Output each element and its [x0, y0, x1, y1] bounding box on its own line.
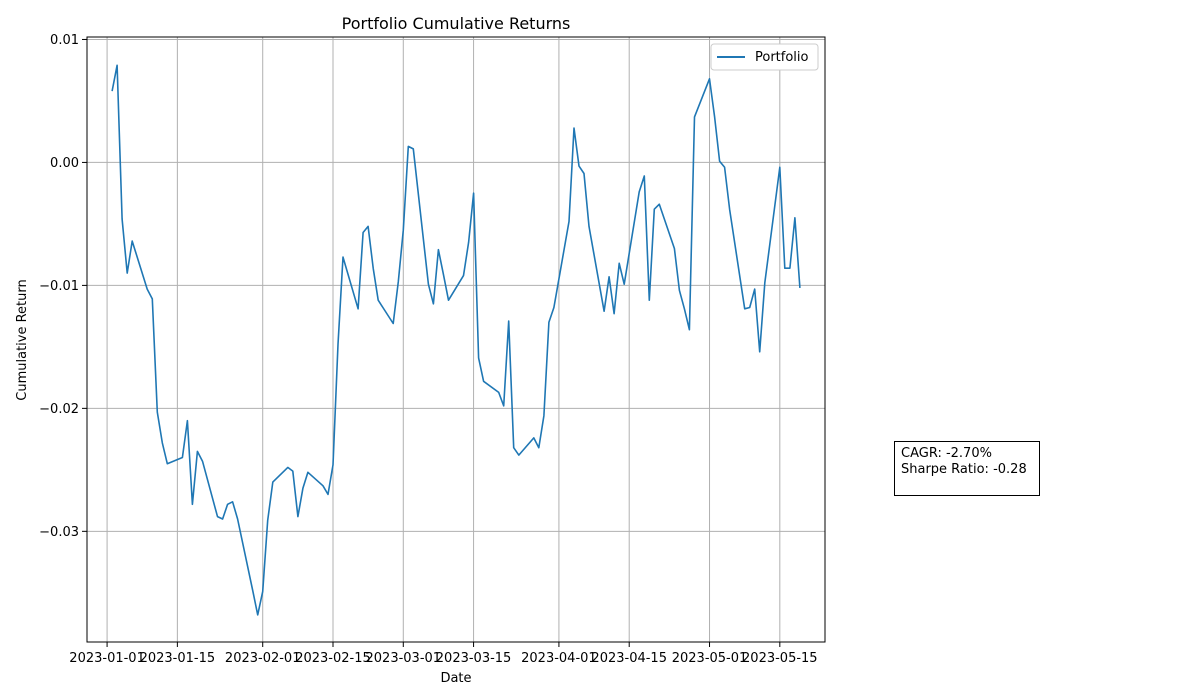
x-tick-label: 2023-03-15: [436, 651, 512, 666]
grid: [87, 37, 825, 642]
series-layer: [111, 64, 801, 616]
x-tick-label: 2023-04-01: [521, 651, 597, 666]
y-axis: 0.01 0.00 −0.01 −0.02 −0.03: [39, 33, 87, 540]
x-tick-label: 2023-03-01: [366, 651, 442, 666]
legend: Portfolio: [710, 43, 819, 71]
legend-box: [710, 43, 819, 71]
y-tick-label: −0.01: [39, 279, 79, 294]
chart-title: Portfolio Cumulative Returns: [342, 14, 571, 33]
y-tick-label: 0.01: [50, 33, 79, 48]
x-tick-label: 2023-01-15: [140, 651, 216, 666]
x-tick-label: 2023-05-15: [742, 651, 818, 666]
x-tick-label: 2023-01-01: [69, 651, 145, 666]
sharpe-ratio-text: Sharpe Ratio: -0.28: [901, 462, 1027, 477]
x-tick-label: 2023-02-15: [295, 651, 371, 666]
y-tick-label: 0.00: [50, 156, 79, 171]
stats-box: CAGR: -2.70% Sharpe Ratio: -0.28: [894, 441, 1040, 496]
series-line-portfolio: [111, 64, 801, 616]
y-tick-label: −0.02: [39, 402, 79, 417]
x-axis-title: Date: [440, 671, 471, 686]
x-tick-label: 2023-05-01: [672, 651, 748, 666]
y-axis-title: Cumulative Return: [15, 279, 30, 400]
plot-frame: [86, 36, 826, 643]
legend-label-portfolio: Portfolio: [755, 50, 809, 65]
x-tick-label: 2023-02-01: [225, 651, 301, 666]
y-tick-label: −0.03: [39, 525, 79, 540]
x-tick-label: 2023-04-15: [591, 651, 667, 666]
cagr-text: CAGR: -2.70%: [901, 446, 992, 461]
